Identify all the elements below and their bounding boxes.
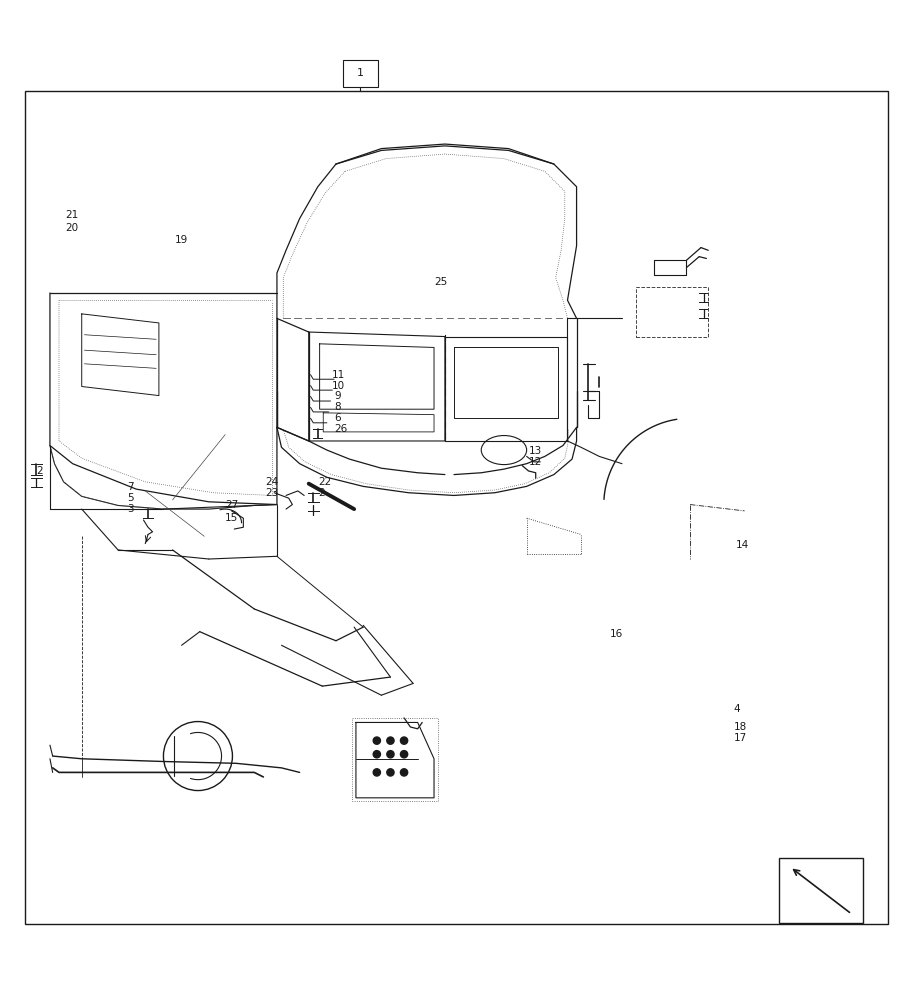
Text: 19: 19	[174, 235, 188, 245]
Text: 3: 3	[127, 504, 133, 514]
Text: 20: 20	[65, 223, 78, 233]
Circle shape	[387, 769, 394, 776]
Bar	[343, 60, 378, 87]
Text: 10: 10	[331, 381, 344, 391]
Text: 2: 2	[36, 466, 43, 476]
Text: 27: 27	[225, 500, 239, 510]
Text: 6: 6	[334, 413, 340, 423]
Text: 22: 22	[318, 477, 331, 487]
Text: 24: 24	[265, 477, 279, 487]
Text: 8: 8	[334, 402, 340, 412]
Text: 13: 13	[528, 446, 542, 456]
Circle shape	[373, 769, 380, 776]
Text: 17: 17	[734, 733, 747, 743]
Text: 15: 15	[225, 513, 239, 523]
Text: 26: 26	[334, 424, 348, 434]
Text: 14: 14	[735, 540, 749, 550]
Circle shape	[400, 737, 408, 744]
Circle shape	[373, 737, 380, 744]
Text: 5: 5	[127, 493, 133, 503]
Text: 25: 25	[434, 277, 448, 287]
Text: 4: 4	[734, 704, 740, 714]
Bar	[636, 287, 708, 337]
Text: 16: 16	[610, 629, 624, 639]
Text: 7: 7	[127, 482, 133, 492]
Circle shape	[387, 751, 394, 758]
Bar	[779, 858, 863, 923]
Bar	[352, 718, 438, 801]
Text: 12: 12	[528, 457, 542, 467]
Circle shape	[387, 737, 394, 744]
Circle shape	[400, 751, 408, 758]
Text: 1: 1	[357, 68, 364, 78]
Circle shape	[400, 769, 408, 776]
Text: 9: 9	[334, 391, 340, 401]
Text: 23: 23	[265, 488, 279, 498]
Text: 2: 2	[318, 488, 324, 498]
Text: 11: 11	[331, 370, 345, 380]
Text: 18: 18	[734, 722, 747, 732]
Text: 21: 21	[65, 210, 79, 220]
Circle shape	[373, 751, 380, 758]
